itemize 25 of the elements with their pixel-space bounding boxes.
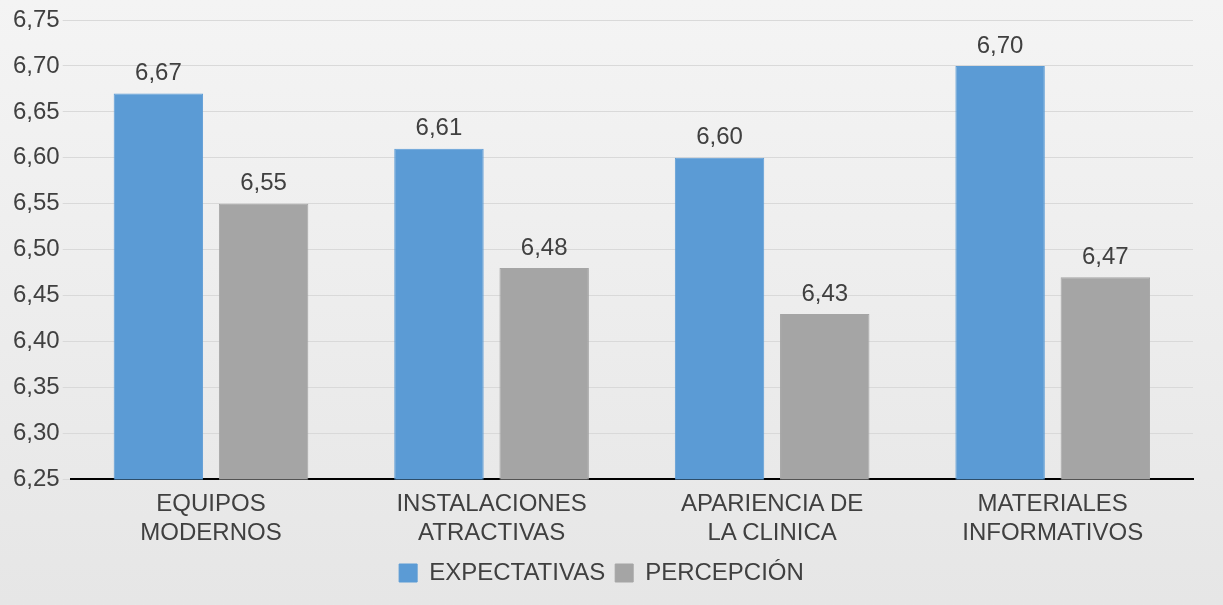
y-tick-label: 6,45 <box>12 280 60 308</box>
y-tick-label: 6,40 <box>12 326 60 354</box>
data-label: 6,67 <box>135 58 182 86</box>
data-label: 6,70 <box>976 30 1024 58</box>
x-tick-label: EQUIPOS MODERNOS <box>140 489 282 546</box>
y-tick-label: 6,55 <box>12 188 60 216</box>
y-tick-label: 6,65 <box>12 96 60 124</box>
y-tick-label: 6,75 <box>12 4 60 32</box>
data-label: 6,47 <box>1081 241 1129 269</box>
data-label: 6,55 <box>240 168 287 196</box>
data-label: 6,48 <box>520 232 568 260</box>
x-tick-label: MATERIALES INFORMATIVOS <box>962 489 1144 546</box>
data-label: 6,60 <box>696 122 743 150</box>
x-tick-label: INSTALACIONES ATRACTIVAS <box>396 489 587 546</box>
data-label: 6,61 <box>415 113 463 141</box>
y-tick-label: 6,50 <box>12 234 60 262</box>
x-tick-label: APARIENCIA DE LA CLINICA <box>681 489 864 546</box>
data-label: 6,43 <box>801 278 849 306</box>
y-tick-label: 6,60 <box>12 142 60 170</box>
y-tick-label: 6,30 <box>12 418 60 446</box>
legend-label: EXPECTATIVAS <box>429 557 606 585</box>
legend-label: PERCEPCIÓN <box>645 557 804 585</box>
y-tick-label: 6,70 <box>12 50 60 78</box>
y-tick-label: 6,25 <box>12 464 60 492</box>
y-tick-label: 6,35 <box>12 372 60 400</box>
